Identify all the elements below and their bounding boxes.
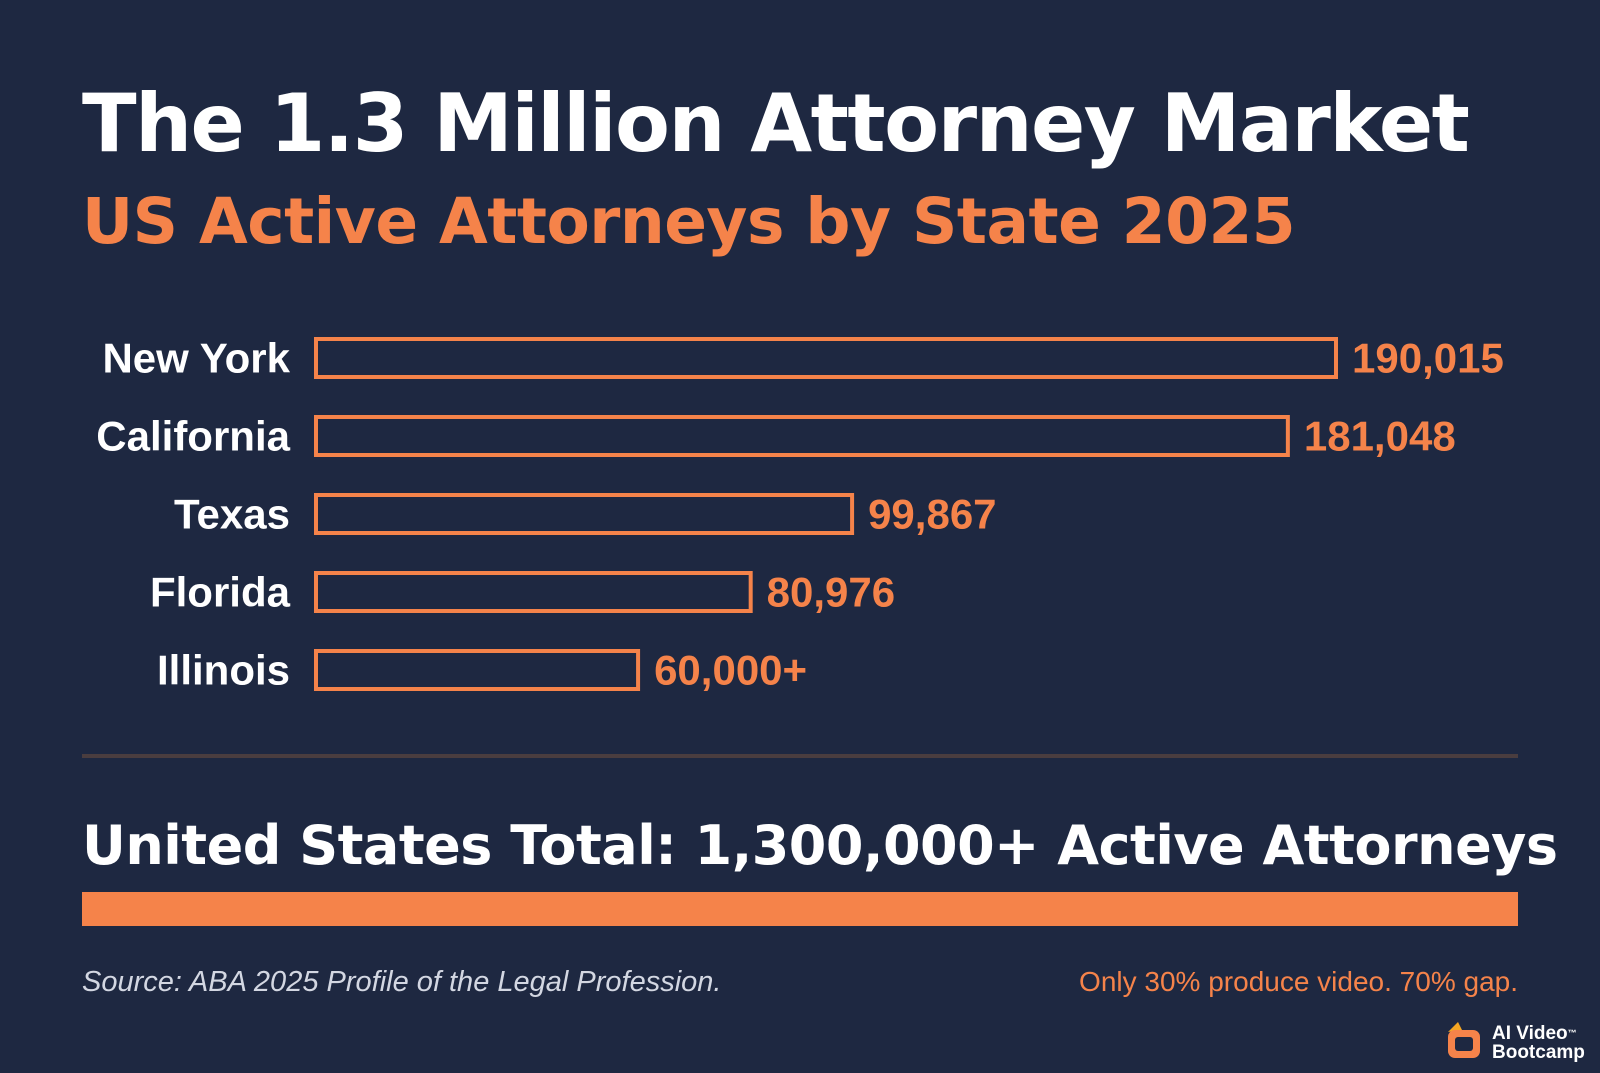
brand-logo: AI Video™ Bootcamp (1444, 1018, 1596, 1070)
value-label: 99,867 (868, 491, 996, 538)
category-label: Florida (150, 569, 291, 616)
total-bar (82, 892, 1518, 926)
section-divider (82, 754, 1518, 758)
bar (314, 493, 855, 535)
total-heading: United States Total: 1,300,000+ Active A… (82, 814, 1558, 877)
category-label: Illinois (157, 647, 290, 694)
category-label: New York (102, 335, 290, 382)
logo-line-2: Bootcamp (1492, 1042, 1585, 1063)
bar (314, 649, 641, 691)
chart-subtitle: US Active Attorneys by State 2025 (82, 185, 1296, 258)
logo-wordmark: AI Video™ Bootcamp (1492, 1024, 1585, 1062)
category-label: California (96, 413, 290, 460)
logo-line-1: AI Video™ (1492, 1023, 1577, 1044)
bar (314, 571, 753, 613)
value-label: 80,976 (767, 569, 895, 616)
source-note: Source: ABA 2025 Profile of the Legal Pr… (82, 966, 722, 998)
chart-title: The 1.3 Million Attorney Market (82, 77, 1470, 170)
bar (314, 337, 1338, 379)
category-label: Texas (174, 491, 290, 538)
logo-mark-icon (1448, 1022, 1480, 1058)
gap-note: Only 30% produce video. 70% gap. (1079, 966, 1518, 997)
bar (314, 415, 1290, 457)
value-label: 181,048 (1304, 413, 1456, 460)
bar-chart: New York 190,015 California 181,048 Texas 99,… (96, 335, 1504, 694)
value-label: 190,015 (1352, 335, 1504, 382)
value-label: 60,000+ (654, 647, 807, 694)
